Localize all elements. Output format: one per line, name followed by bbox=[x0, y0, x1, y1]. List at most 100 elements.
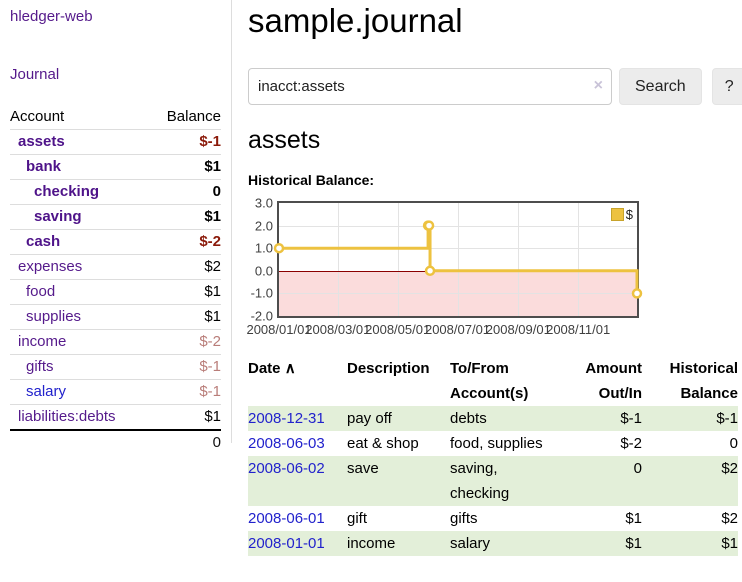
register-accounts-cell: debts bbox=[450, 410, 487, 427]
sidebar-account-link-salary[interactable]: salary bbox=[26, 383, 67, 400]
x-tick-label: 2008/03/01 bbox=[305, 322, 371, 337]
register-amount-cell: 0 bbox=[633, 460, 642, 477]
data-point-marker[interactable] bbox=[423, 220, 435, 231]
x-tick-label: 2008/01/01 bbox=[246, 322, 312, 337]
register-header-amount-out-in: Amount Out/In bbox=[585, 360, 642, 402]
vertical-gridline bbox=[578, 203, 580, 316]
sidebar-account-link-liabilities:debts[interactable]: liabilities:debts bbox=[18, 408, 116, 425]
sidebar-account-link-income[interactable]: income bbox=[18, 333, 67, 350]
sidebar-account-row: saving $1 bbox=[10, 204, 221, 229]
search-form: × Search ? bbox=[248, 68, 742, 105]
sidebar-account-rows: assets $-1 bank $1 checking 0 saving $1 cash $-2 e… bbox=[10, 129, 221, 429]
legend-series-label: $ bbox=[625, 207, 633, 222]
y-tick-label: 2.0 bbox=[254, 218, 273, 234]
sidebar-account-row: assets $-1 bbox=[10, 129, 221, 154]
transaction-date-link[interactable]: 2008-01-01 bbox=[248, 535, 325, 552]
y-tick-label: 3.0 bbox=[254, 195, 273, 211]
search-button[interactable]: Search bbox=[619, 68, 702, 105]
sidebar-account-link-expenses[interactable]: expenses bbox=[18, 258, 83, 275]
transaction-date-link[interactable]: 2008-12-31 bbox=[248, 410, 325, 427]
vertical-gridline bbox=[337, 203, 339, 316]
sidebar-account-table: Account Balance assets $-1 bank $1 checking 0… bbox=[10, 105, 221, 454]
sidebar-account-balance: $1 bbox=[204, 308, 221, 325]
register-amount-cell: $1 bbox=[625, 535, 642, 552]
account-heading: assets bbox=[248, 126, 321, 154]
register-balance-cell: $2 bbox=[721, 460, 738, 477]
legend-series-swatch bbox=[610, 208, 624, 221]
sidebar-account-row: supplies $1 bbox=[10, 304, 221, 329]
register-date-cell: 2008-01-01 bbox=[248, 531, 347, 556]
horizontal-gridline bbox=[279, 293, 637, 295]
sidebar-account-balance: $2 bbox=[204, 258, 221, 275]
sidebar-account-link-food[interactable]: food bbox=[26, 283, 56, 300]
search-input-wrapper: × bbox=[248, 68, 612, 105]
chart-legend: $ bbox=[610, 207, 633, 222]
y-tick-label: 1.0 bbox=[254, 240, 273, 256]
register-row: 2008-06-01 gift gifts $1 $2 bbox=[248, 506, 738, 531]
balance-line-series bbox=[273, 220, 643, 299]
register-header-to-from-account-s-: To/From Account(s) bbox=[450, 360, 529, 402]
sidebar-account-link-bank[interactable]: bank bbox=[26, 158, 62, 175]
register-header-historical-balance: Historical Balance bbox=[669, 360, 738, 402]
transaction-date-link[interactable]: 2008-06-02 bbox=[248, 460, 325, 477]
data-point-marker[interactable] bbox=[273, 242, 285, 254]
sidebar-total-balance: 0 bbox=[10, 429, 221, 454]
chart-plot-area: $ bbox=[273, 201, 643, 318]
register-date-cell: 2008-06-02 bbox=[248, 456, 347, 506]
register-date-cell: 2008-06-01 bbox=[248, 506, 347, 531]
chart-heading: Historical Balance: bbox=[248, 172, 375, 188]
sort-ascending-icon: ∧ bbox=[284, 360, 296, 377]
register-header-date: Date ∧ bbox=[248, 360, 296, 377]
register-balance-cell: $2 bbox=[721, 510, 738, 527]
transaction-date-link[interactable]: 2008-06-01 bbox=[248, 510, 325, 527]
help-button[interactable]: ? bbox=[711, 68, 742, 105]
register-balance-cell: $-1 bbox=[716, 410, 738, 427]
sidebar-account-row: liabilities:debts $1 bbox=[10, 404, 221, 429]
series-line bbox=[279, 224, 639, 294]
sidebar-account-balance: $-1 bbox=[199, 383, 221, 400]
transaction-date-link[interactable]: 2008-06-03 bbox=[248, 435, 325, 452]
sidebar-account-row: bank $1 bbox=[10, 154, 221, 179]
register-header-row: Date ∧ Description To/From Account(s) Amoun… bbox=[248, 356, 738, 406]
sidebar-account-balance: $-1 bbox=[199, 133, 221, 150]
vertical-gridline bbox=[457, 203, 459, 316]
sidebar-account-row: food $1 bbox=[10, 279, 221, 304]
sidebar-item-journal[interactable]: Journal bbox=[10, 66, 60, 83]
data-point-marker[interactable] bbox=[631, 288, 643, 299]
sidebar-account-balance: 0 bbox=[212, 183, 221, 200]
account-column-header: Account bbox=[10, 108, 65, 125]
sidebar-account-link-assets[interactable]: assets bbox=[18, 133, 65, 150]
sidebar-account-link-supplies[interactable]: supplies bbox=[26, 308, 82, 325]
sidebar-account-link-gifts[interactable]: gifts bbox=[26, 358, 54, 375]
register-description-cell: income bbox=[347, 535, 396, 552]
register-row: 2008-06-03 eat & shop food, supplies $-2 0 bbox=[248, 431, 738, 456]
register-accounts-cell: gifts bbox=[450, 510, 478, 527]
register-description-cell: save bbox=[347, 460, 379, 477]
sidebar-account-balance: $1 bbox=[204, 208, 221, 225]
horizontal-gridline bbox=[279, 225, 637, 227]
sidebar-account-link-checking[interactable]: checking bbox=[34, 183, 100, 200]
sidebar-account-balance: $1 bbox=[204, 158, 221, 175]
y-tick-label: -1.0 bbox=[250, 285, 273, 301]
sidebar-account-row: checking 0 bbox=[10, 179, 221, 204]
register-table: Date ∧ Description To/From Account(s) Amoun… bbox=[248, 356, 738, 556]
register-row: 2008-01-01 income salary $1 $1 bbox=[248, 531, 738, 556]
vertical-gridline bbox=[518, 203, 520, 316]
register-description-cell: gift bbox=[347, 510, 368, 527]
x-tick-label: 2008/11/01 bbox=[546, 322, 611, 337]
register-description-cell: pay off bbox=[347, 410, 392, 427]
sidebar-account-row: cash $-2 bbox=[10, 229, 221, 254]
register-description-cell: eat & shop bbox=[347, 435, 419, 452]
sidebar-account-link-saving[interactable]: saving bbox=[34, 208, 82, 225]
register-balance-cell: $1 bbox=[721, 535, 738, 552]
sidebar-table-header: Account Balance bbox=[10, 105, 221, 129]
y-tick-label: -2.0 bbox=[250, 308, 273, 324]
search-input[interactable] bbox=[248, 68, 612, 105]
data-point-marker[interactable] bbox=[424, 265, 436, 277]
register-date-cell: 2008-12-31 bbox=[248, 406, 347, 431]
brand-link[interactable]: hledger-web bbox=[10, 8, 93, 25]
sidebar: hledger-web Journal Account Balance asse… bbox=[0, 0, 232, 451]
clear-search-icon[interactable]: × bbox=[593, 77, 603, 94]
sidebar-account-balance: $1 bbox=[204, 283, 221, 300]
sidebar-account-link-cash[interactable]: cash bbox=[26, 233, 61, 250]
